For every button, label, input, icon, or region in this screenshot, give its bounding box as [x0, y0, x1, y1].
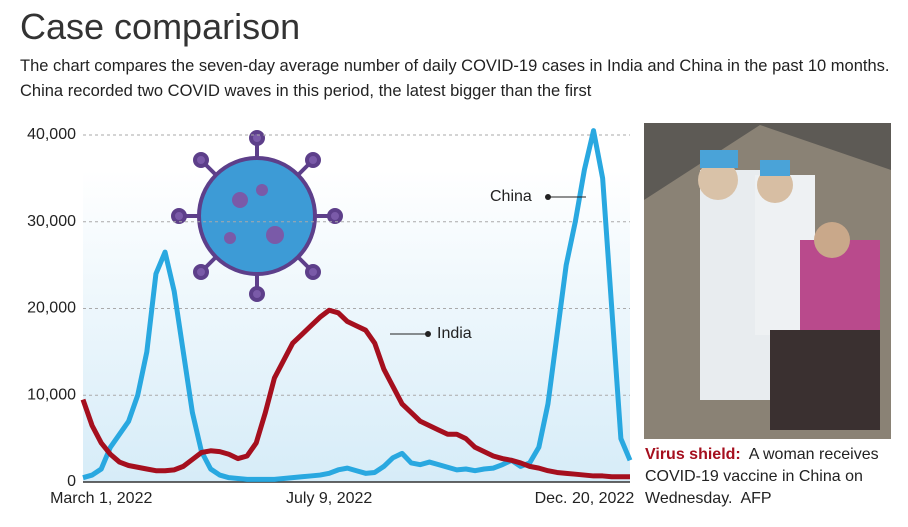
caption-lead: Virus shield:: [645, 446, 741, 463]
x-tick-label: March 1, 2022: [50, 490, 152, 507]
y-tick-label: 20,000: [27, 300, 76, 317]
y-tick-label: 10,000: [27, 386, 76, 403]
virus-icon: [173, 132, 341, 300]
caption-credit: AFP: [740, 490, 771, 507]
label-dot: [425, 331, 431, 337]
legend-label: India: [437, 325, 472, 342]
page: Case comparison The chart compares the s…: [0, 0, 908, 527]
x-tick-label: Dec. 20, 2022: [535, 490, 635, 507]
y-tick-label: 0: [67, 473, 76, 490]
photo: [644, 123, 891, 439]
y-tick-label: 30,000: [27, 213, 76, 230]
x-tick-label: July 9, 2022: [286, 490, 372, 507]
legend-label: China: [490, 188, 532, 205]
photo-caption: Virus shield: A woman receives COVID-19 …: [645, 444, 895, 510]
label-dot: [545, 194, 551, 200]
y-tick-label: 40,000: [27, 126, 76, 143]
